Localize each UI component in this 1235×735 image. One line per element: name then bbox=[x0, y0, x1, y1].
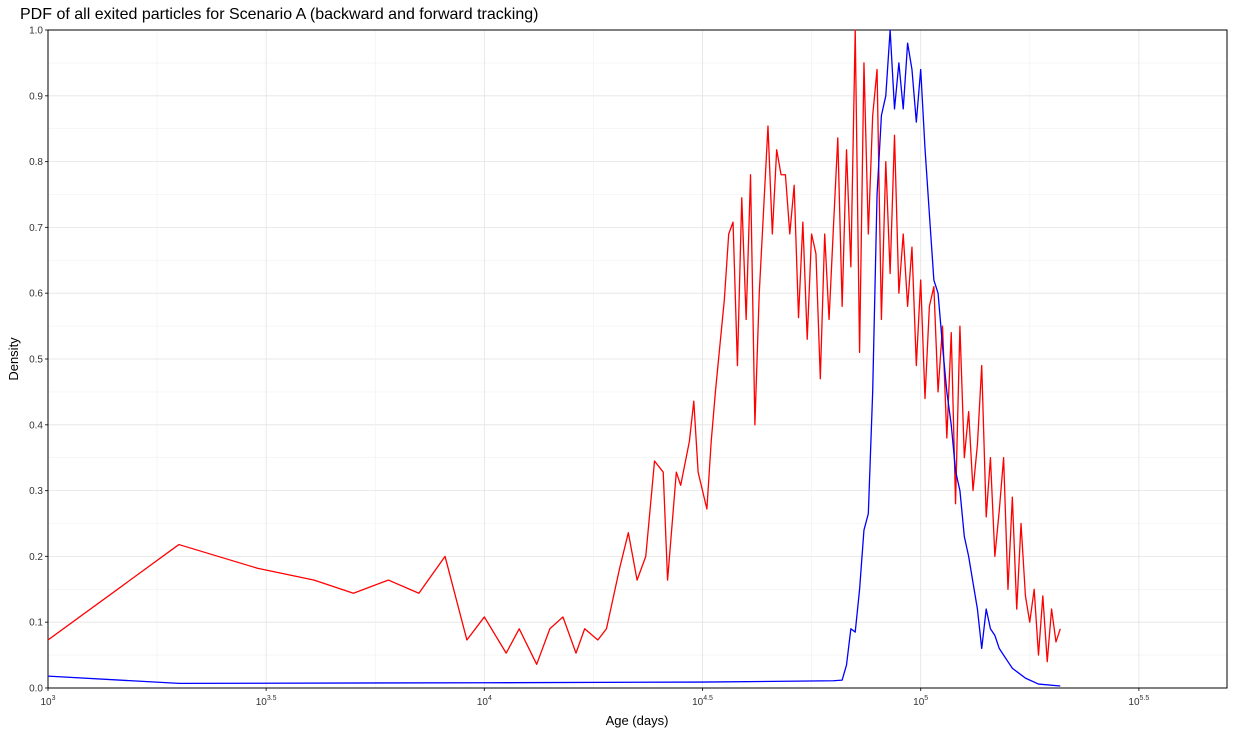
y-tick-label: 0.1 bbox=[29, 618, 43, 629]
y-axis-label: Density bbox=[6, 337, 21, 381]
lines bbox=[47, 29, 1061, 687]
x-tick-label: 104.5 bbox=[692, 695, 713, 708]
x-tick-exponent: 4.5 bbox=[703, 695, 713, 702]
x-tick-label: 103.5 bbox=[256, 695, 277, 708]
y-tick-label: 0.8 bbox=[29, 157, 43, 168]
x-tick-base: 10 bbox=[40, 697, 52, 708]
x-tick-exponent: 3.5 bbox=[267, 695, 277, 702]
x-tick-exponent: 5.5 bbox=[1140, 695, 1150, 702]
data-line bbox=[47, 29, 1061, 687]
x-tick-exponent: 3 bbox=[52, 695, 56, 702]
x-tick-label: 105 bbox=[913, 695, 928, 708]
y-tick-label: 0.4 bbox=[29, 420, 43, 431]
x-tick-base: 10 bbox=[477, 697, 489, 708]
x-tick-label: 104 bbox=[477, 695, 492, 708]
chart-title: PDF of all exited particles for Scenario… bbox=[20, 6, 538, 23]
y-tick-label: 0.7 bbox=[29, 223, 43, 234]
plot-border bbox=[47, 29, 1228, 689]
x-tick-label: 105.5 bbox=[1128, 695, 1149, 708]
data-line bbox=[47, 29, 1061, 665]
y-tick-label: 1.0 bbox=[29, 26, 43, 37]
x-axis-label: Age (days) bbox=[606, 713, 669, 728]
x-tick-base: 10 bbox=[256, 697, 268, 708]
y-tick-label: 0.9 bbox=[29, 91, 43, 102]
y-tick-label: 0.3 bbox=[29, 486, 43, 497]
x-tick-base: 10 bbox=[913, 697, 925, 708]
x-tick-base: 10 bbox=[692, 697, 704, 708]
grid bbox=[47, 29, 1227, 689]
x-tick-exponent: 5 bbox=[924, 695, 928, 702]
y-tick-label: 0.2 bbox=[29, 552, 43, 563]
x-tick-base: 10 bbox=[1128, 697, 1140, 708]
x-tick-exponent: 4 bbox=[488, 695, 492, 702]
x-tick-label: 103 bbox=[40, 695, 55, 708]
y-tick-label: 0.6 bbox=[29, 289, 43, 300]
y-tick-label: 0.5 bbox=[29, 355, 43, 366]
y-tick-label: 0.0 bbox=[29, 684, 43, 695]
